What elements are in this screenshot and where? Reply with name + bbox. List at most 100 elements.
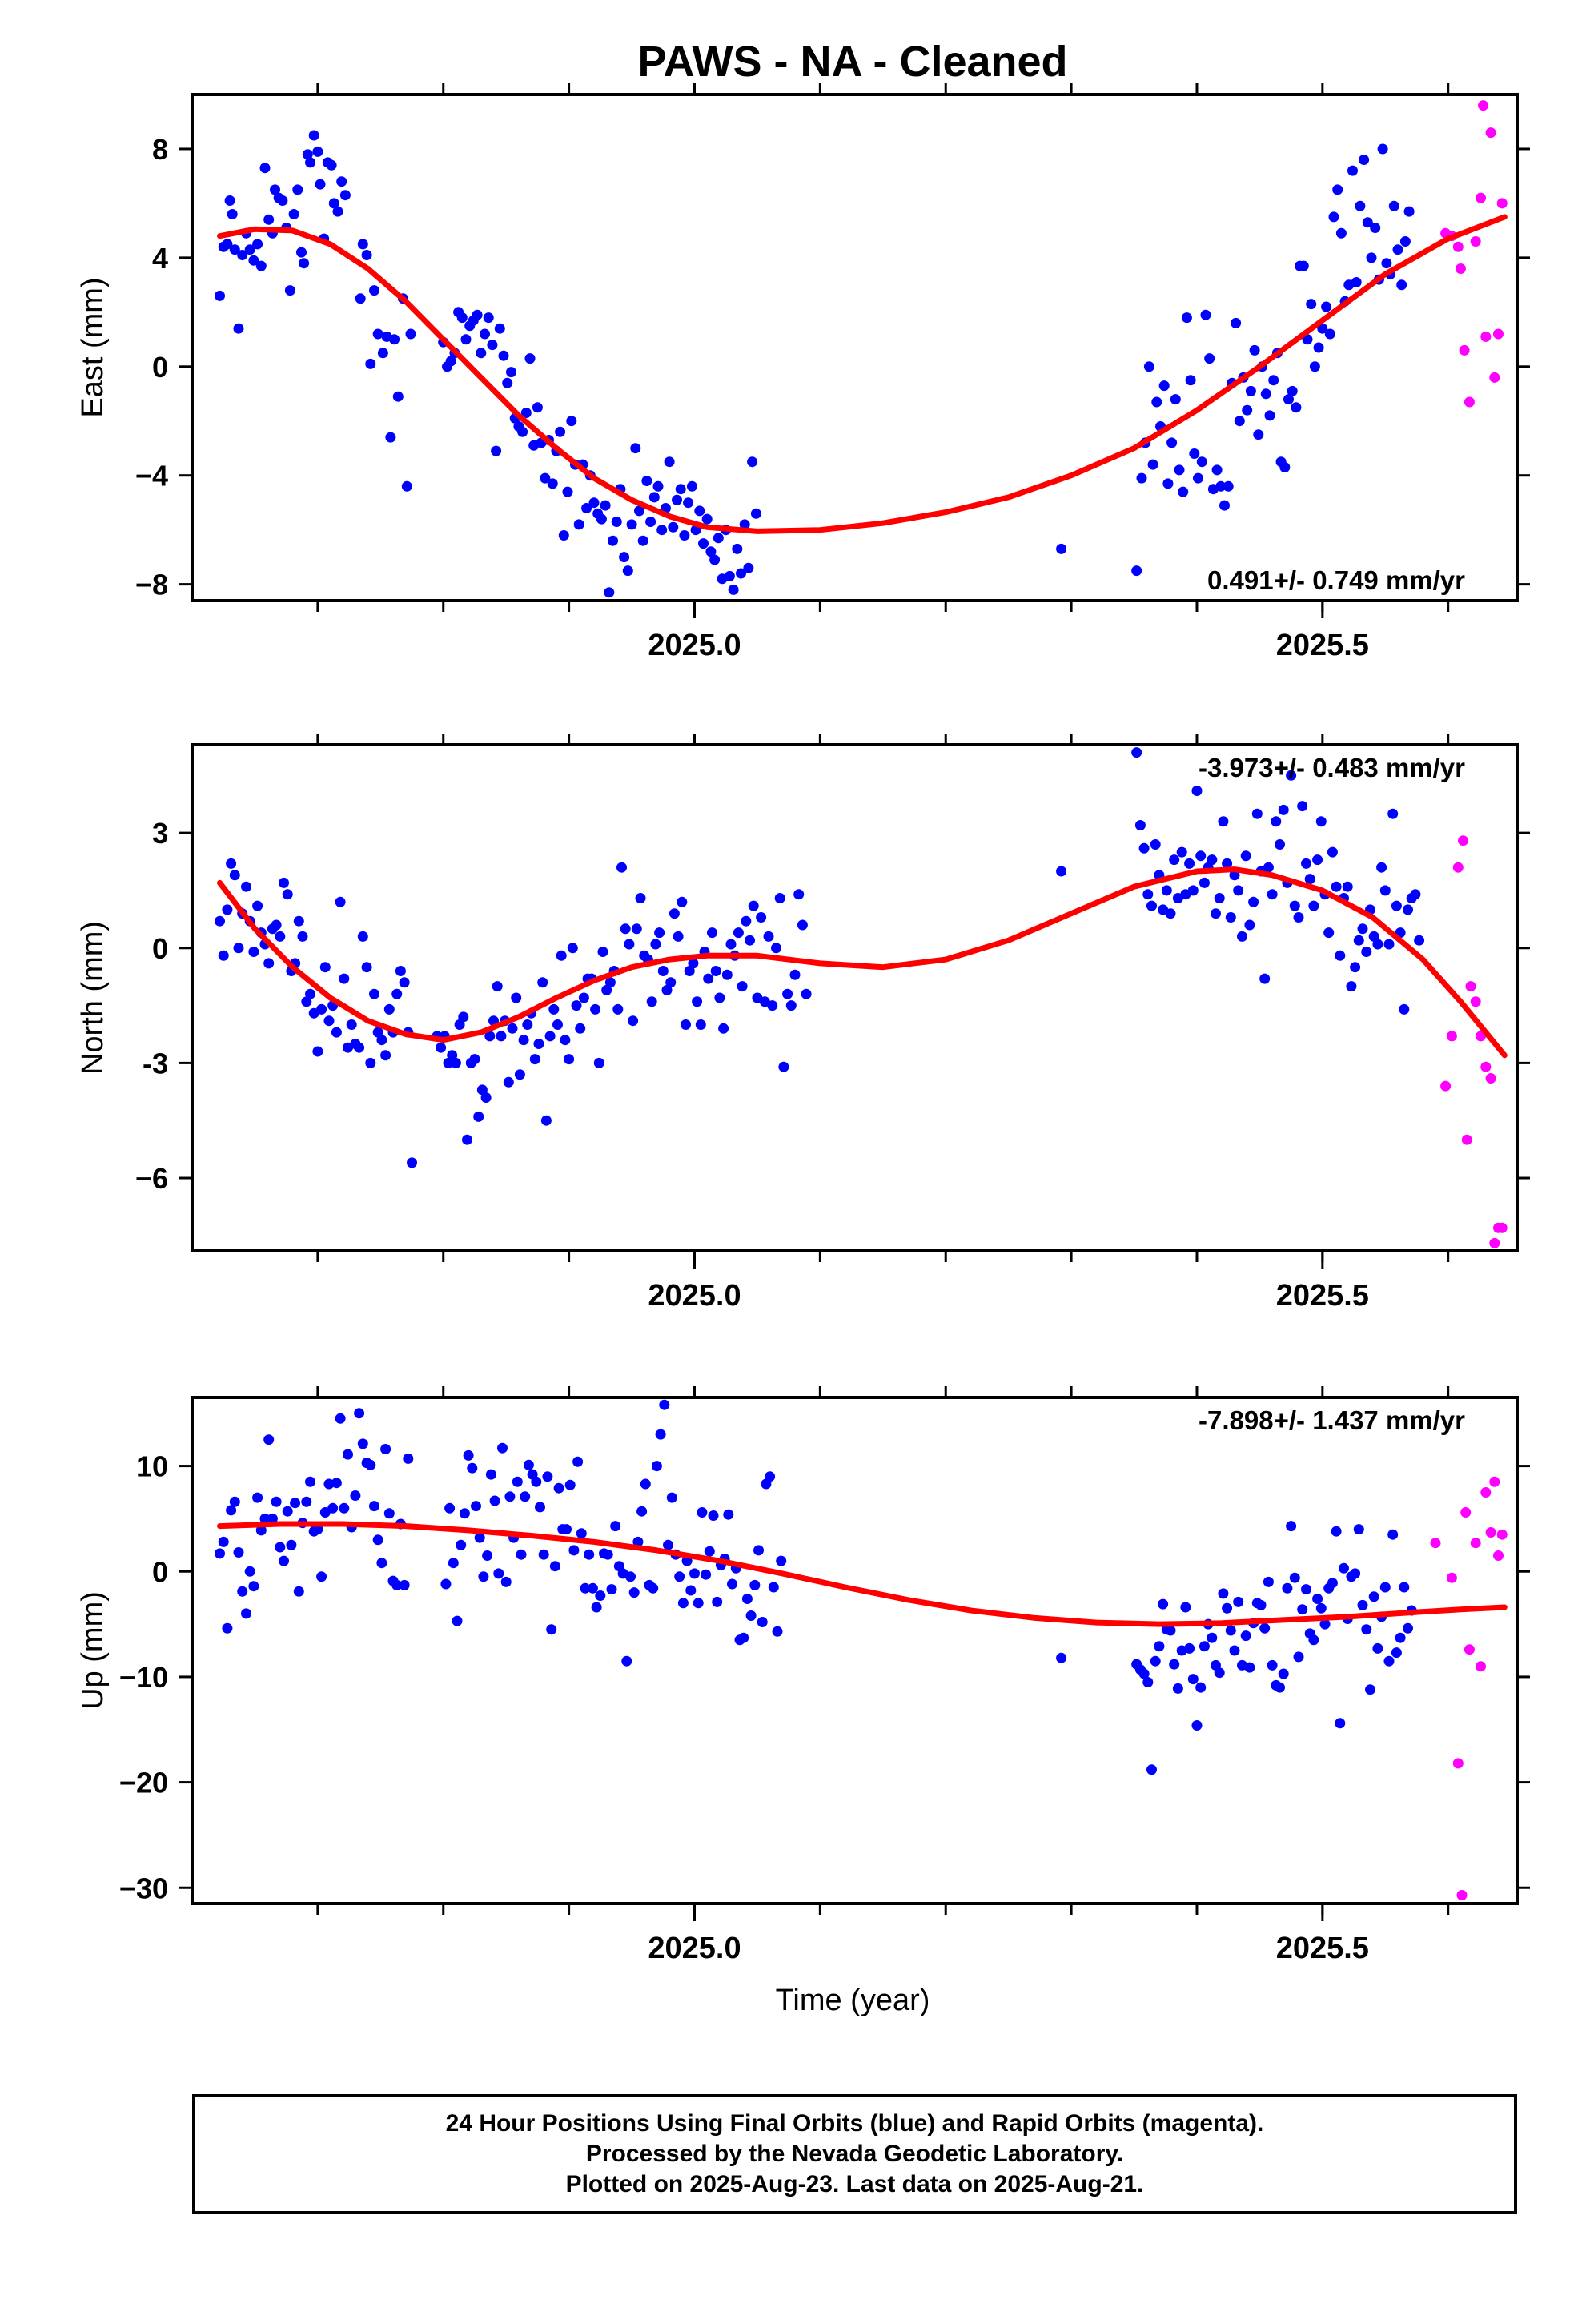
up-final-orbit-point (290, 1498, 301, 1509)
up-rapid-orbit-point (1489, 1476, 1500, 1487)
north-final-orbit-point (395, 966, 406, 976)
east-final-orbit-point (1283, 394, 1294, 405)
up-final-orbit-point (1259, 1622, 1271, 1634)
east-x-tick-label: 2025.5 (1276, 629, 1369, 662)
north-final-orbit-point (1342, 881, 1353, 892)
north-final-orbit-point (684, 966, 695, 976)
up-final-orbit-point (595, 1590, 606, 1601)
up-final-orbit-point (1335, 1718, 1346, 1729)
east-final-orbit-point (270, 184, 280, 195)
up-final-orbit-point (549, 1561, 560, 1572)
east-final-orbit-point (288, 209, 299, 219)
east-rapid-orbit-point (1476, 192, 1486, 203)
east-final-orbit-point (611, 517, 622, 527)
north-final-orbit-point (763, 931, 774, 942)
north-final-orbit-point (578, 992, 589, 1003)
north-final-orbit-point (767, 1000, 778, 1011)
east-final-orbit-point (1260, 388, 1271, 400)
north-final-orbit-point (369, 988, 379, 999)
north-fit-line (217, 866, 1508, 1059)
north-rapid-orbit-point (1480, 1061, 1492, 1072)
up-final-orbit-point (1387, 1529, 1399, 1540)
east-final-orbit-point (641, 476, 652, 486)
up-final-orbit-point (701, 1569, 712, 1580)
up-final-orbit-point (1184, 1642, 1195, 1654)
east-final-orbit-point (604, 587, 615, 598)
up-final-orbit-point (467, 1462, 478, 1474)
north-final-orbit-point (688, 958, 699, 969)
east-rapid-orbit-point (1478, 100, 1489, 111)
east-final-orbit-point (229, 244, 240, 255)
north-final-orbit-point (339, 973, 350, 984)
north-final-orbit-point (782, 988, 793, 999)
up-final-orbit-point (350, 1490, 361, 1501)
up-final-orbit-point (1267, 1659, 1278, 1671)
north-final-orbit-point (721, 969, 733, 980)
up-final-orbit-point (343, 1449, 353, 1460)
up-final-orbit-point (542, 1471, 553, 1482)
north-final-orbit-point (567, 943, 578, 954)
north-final-orbit-point (1297, 801, 1308, 812)
east-final-orbit-point (377, 348, 388, 359)
east-final-orbit-point (312, 146, 323, 157)
up-final-orbit-point (1319, 1618, 1331, 1630)
north-final-orbit-point (480, 1092, 492, 1103)
up-final-orbit-point (1218, 1588, 1229, 1599)
north-final-orbit-point (241, 881, 251, 892)
east-final-orbit-point (694, 505, 705, 517)
north-final-orbit-point (473, 1111, 484, 1122)
north-final-orbit-point (1312, 854, 1323, 866)
up-final-orbit-point (1331, 1526, 1342, 1537)
north-final-orbit-point (1244, 919, 1255, 931)
up-final-orbit-point (489, 1495, 500, 1506)
up-final-orbit-point (1244, 1662, 1255, 1673)
up-final-orbit-point (708, 1510, 719, 1521)
north-final-orbit-point (681, 1019, 691, 1030)
north-final-orbit-point (1278, 804, 1289, 815)
north-data-layer (215, 747, 1508, 1248)
up-final-orbit-point (666, 1492, 677, 1503)
up-final-orbit-point (1233, 1596, 1244, 1607)
north-final-orbit-point (616, 862, 627, 873)
up-final-orbit-point (335, 1413, 346, 1424)
east-final-orbit-point (1268, 375, 1279, 386)
east-final-orbit-point (1403, 206, 1415, 217)
up-final-orbit-point (282, 1506, 293, 1517)
up-final-orbit-point (1180, 1602, 1191, 1613)
north-final-orbit-point (436, 1042, 447, 1053)
east-final-orbit-point (328, 198, 339, 209)
east-final-orbit-point (1321, 301, 1332, 312)
up-final-orbit-point (651, 1461, 662, 1472)
north-final-orbit-point (590, 1003, 601, 1015)
up-final-orbit-point (286, 1539, 297, 1550)
north-final-orbit-point (1361, 947, 1372, 957)
north-final-orbit-point (361, 962, 372, 973)
north-final-orbit-point (1161, 885, 1172, 896)
east-plot-frame (191, 93, 1519, 602)
footer-note: 24 Hour Positions Using Final Orbits (bl… (192, 2094, 1517, 2214)
north-final-orbit-point (1169, 854, 1180, 866)
up-y-tick-label: 10 (136, 1450, 168, 1483)
up-final-orbit-point (757, 1617, 768, 1627)
east-final-orbit-point (372, 328, 383, 340)
east-final-orbit-point (524, 353, 536, 364)
east-final-orbit-point (506, 367, 516, 378)
figure-title: PAWS - NA - Cleaned (637, 38, 1067, 86)
up-final-orbit-point (267, 1513, 278, 1524)
east-final-orbit-point (1056, 543, 1067, 554)
north-final-orbit-point (560, 1035, 571, 1046)
up-final-orbit-point (222, 1622, 233, 1634)
east-final-orbit-point (540, 472, 551, 484)
up-rapid-orbit-point (1430, 1538, 1441, 1549)
north-final-orbit-point (673, 931, 684, 942)
north-final-orbit-point (1150, 839, 1161, 850)
north-final-orbit-point (1391, 900, 1402, 911)
east-final-orbit-point (248, 255, 259, 266)
east-final-orbit-point (686, 480, 697, 492)
east-final-orbit-point (263, 214, 275, 225)
up-final-orbit-point (572, 1456, 584, 1467)
up-final-orbit-point (1357, 1599, 1368, 1610)
up-final-orbit-point (535, 1502, 545, 1513)
east-final-orbit-point (619, 552, 630, 563)
up-final-orbit-point (648, 1582, 659, 1594)
